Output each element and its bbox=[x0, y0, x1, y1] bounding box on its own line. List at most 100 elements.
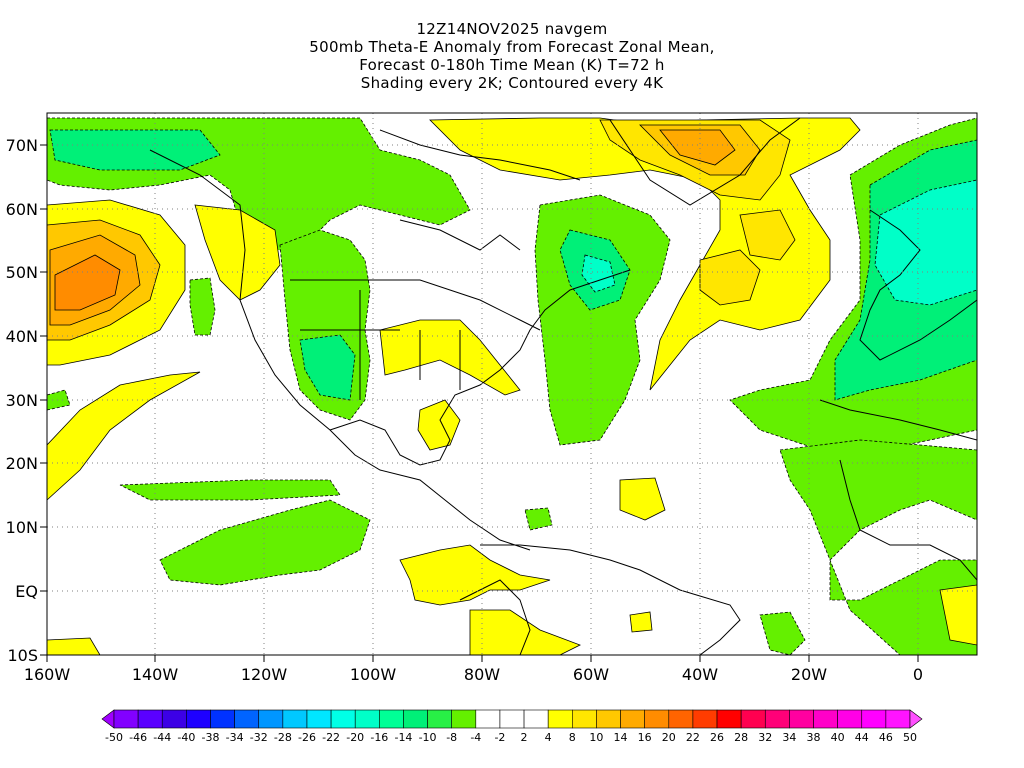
colorbar-swatch bbox=[451, 709, 477, 729]
lat-label: 70N bbox=[6, 136, 38, 155]
colorbar-swatch bbox=[523, 709, 549, 729]
colorbar-labels: -50 -46 -44 -40 -38 -34 -32 -28 -26 -22 -20 -16 -14-… bbox=[105, 731, 917, 744]
colorbar-swatch bbox=[186, 709, 211, 729]
colorbar-swatch bbox=[306, 709, 332, 729]
colorbar-label: -4 bbox=[470, 731, 481, 744]
colorbar-swatch bbox=[668, 709, 694, 729]
colorbar-swatch bbox=[861, 709, 887, 729]
colorbar-arrow-low bbox=[101, 709, 115, 729]
title-line-2: 500mb Theta-E Anomaly from Forecast Zona… bbox=[309, 38, 715, 56]
colorbar-label: 32 bbox=[758, 731, 772, 744]
colorbar-swatch bbox=[764, 709, 790, 729]
lon-label: 60W bbox=[573, 665, 609, 684]
colorbar-label: -14 bbox=[394, 731, 412, 744]
anomaly-shading bbox=[47, 113, 977, 655]
colorbar-label: 46 bbox=[879, 731, 893, 744]
colorbar-swatch bbox=[258, 709, 284, 729]
colorbar-swatch bbox=[210, 709, 235, 729]
lat-label: 30N bbox=[6, 391, 38, 410]
colorbar-label: -38 bbox=[202, 731, 220, 744]
colorbar-label: 50 bbox=[903, 731, 917, 744]
colorbar-label: -26 bbox=[298, 731, 316, 744]
lat-labels: 70N 60N 50N 40N 30N 20N 10N EQ 10S bbox=[6, 136, 38, 665]
colorbar-label: -22 bbox=[322, 731, 340, 744]
lat-label: 40N bbox=[6, 327, 38, 346]
colorbar-arrow-high bbox=[909, 709, 923, 729]
lat-label: 10S bbox=[7, 646, 38, 665]
colorbar-swatch bbox=[692, 709, 718, 729]
plot-title: 12Z14NOV2025 navgem 500mb Theta-E Anomal… bbox=[0, 20, 1024, 92]
colorbar-swatch bbox=[572, 709, 597, 729]
lat-label: 10N bbox=[6, 518, 38, 537]
colorbar-label: 14 bbox=[614, 731, 628, 744]
colorbar-swatch bbox=[282, 709, 308, 729]
colorbar-label: -40 bbox=[177, 731, 195, 744]
axis-ticks bbox=[40, 144, 919, 662]
colorbar-swatch bbox=[137, 709, 163, 729]
lat-label: 60N bbox=[6, 200, 38, 219]
colorbar-label: 16 bbox=[638, 731, 652, 744]
colorbar-label: -46 bbox=[129, 731, 147, 744]
colorbar-label: -50 bbox=[105, 731, 123, 744]
grid-lines bbox=[47, 113, 977, 655]
map-frame bbox=[46, 112, 978, 656]
colorbar-label: 34 bbox=[782, 731, 796, 744]
coastlines bbox=[149, 117, 977, 655]
colorbar-swatch bbox=[789, 709, 814, 729]
title-line-3: Forecast 0-180h Time Mean (K) T=72 h bbox=[359, 56, 665, 74]
title-line-1: 12Z14NOV2025 navgem bbox=[416, 20, 608, 38]
colorbar-label: -28 bbox=[274, 731, 292, 744]
colorbar-label: 10 bbox=[589, 731, 603, 744]
colorbar-label: -32 bbox=[250, 731, 268, 744]
colorbar-swatch bbox=[379, 709, 404, 729]
colorbar-label: 20 bbox=[662, 731, 676, 744]
lat-label: EQ bbox=[15, 582, 38, 601]
colorbar-swatch bbox=[644, 709, 670, 729]
colorbar-swatch bbox=[596, 709, 621, 729]
colorbar-label: 22 bbox=[686, 731, 700, 744]
lat-label: 50N bbox=[6, 263, 38, 282]
colorbar-label: 4 bbox=[545, 731, 552, 744]
colorbar-swatch bbox=[403, 709, 428, 729]
lon-label: 100W bbox=[350, 665, 397, 684]
colorbar-label: 28 bbox=[734, 731, 748, 744]
colorbar-label: -16 bbox=[370, 731, 388, 744]
colorbar-label: -8 bbox=[446, 731, 457, 744]
colorbar-swatch bbox=[234, 709, 260, 729]
colorbar-swatch bbox=[716, 709, 742, 729]
colorbar bbox=[101, 709, 923, 729]
title-line-4: Shading every 2K; Contoured every 4K bbox=[360, 74, 664, 92]
colorbar-swatch bbox=[837, 709, 863, 729]
lon-labels: 160W 140W 120W 100W 80W 60W 40W 20W 0 bbox=[24, 665, 923, 684]
colorbar-label: 38 bbox=[807, 731, 821, 744]
colorbar-swatch bbox=[885, 709, 911, 729]
lon-label: 120W bbox=[241, 665, 288, 684]
colorbar-swatch bbox=[354, 709, 380, 729]
colorbar-swatch bbox=[330, 709, 356, 729]
lat-label: 20N bbox=[6, 454, 38, 473]
lon-label: 80W bbox=[464, 665, 500, 684]
colorbar-label: -20 bbox=[346, 731, 364, 744]
colorbar-label: 44 bbox=[855, 731, 869, 744]
lon-label: 40W bbox=[682, 665, 718, 684]
colorbar-label: -2 bbox=[494, 731, 505, 744]
colorbar-label: 40 bbox=[831, 731, 845, 744]
colorbar-swatch bbox=[813, 709, 838, 729]
lon-label: 0 bbox=[913, 665, 923, 684]
colorbar-label: -34 bbox=[226, 731, 244, 744]
colorbar-label: -10 bbox=[419, 731, 437, 744]
colorbar-swatch bbox=[161, 709, 187, 729]
colorbar-label: -44 bbox=[153, 731, 171, 744]
colorbar-swatch bbox=[475, 709, 501, 729]
colorbar-swatch bbox=[740, 709, 766, 729]
lon-label: 20W bbox=[791, 665, 827, 684]
colorbar-label: 8 bbox=[569, 731, 576, 744]
lon-label: 140W bbox=[132, 665, 179, 684]
lon-label: 160W bbox=[24, 665, 71, 684]
colorbar-swatch bbox=[620, 709, 645, 729]
colorbar-swatch bbox=[113, 709, 139, 729]
colorbar-label: 26 bbox=[710, 731, 724, 744]
colorbar-swatch bbox=[427, 709, 452, 729]
colorbar-swatch bbox=[547, 709, 573, 729]
